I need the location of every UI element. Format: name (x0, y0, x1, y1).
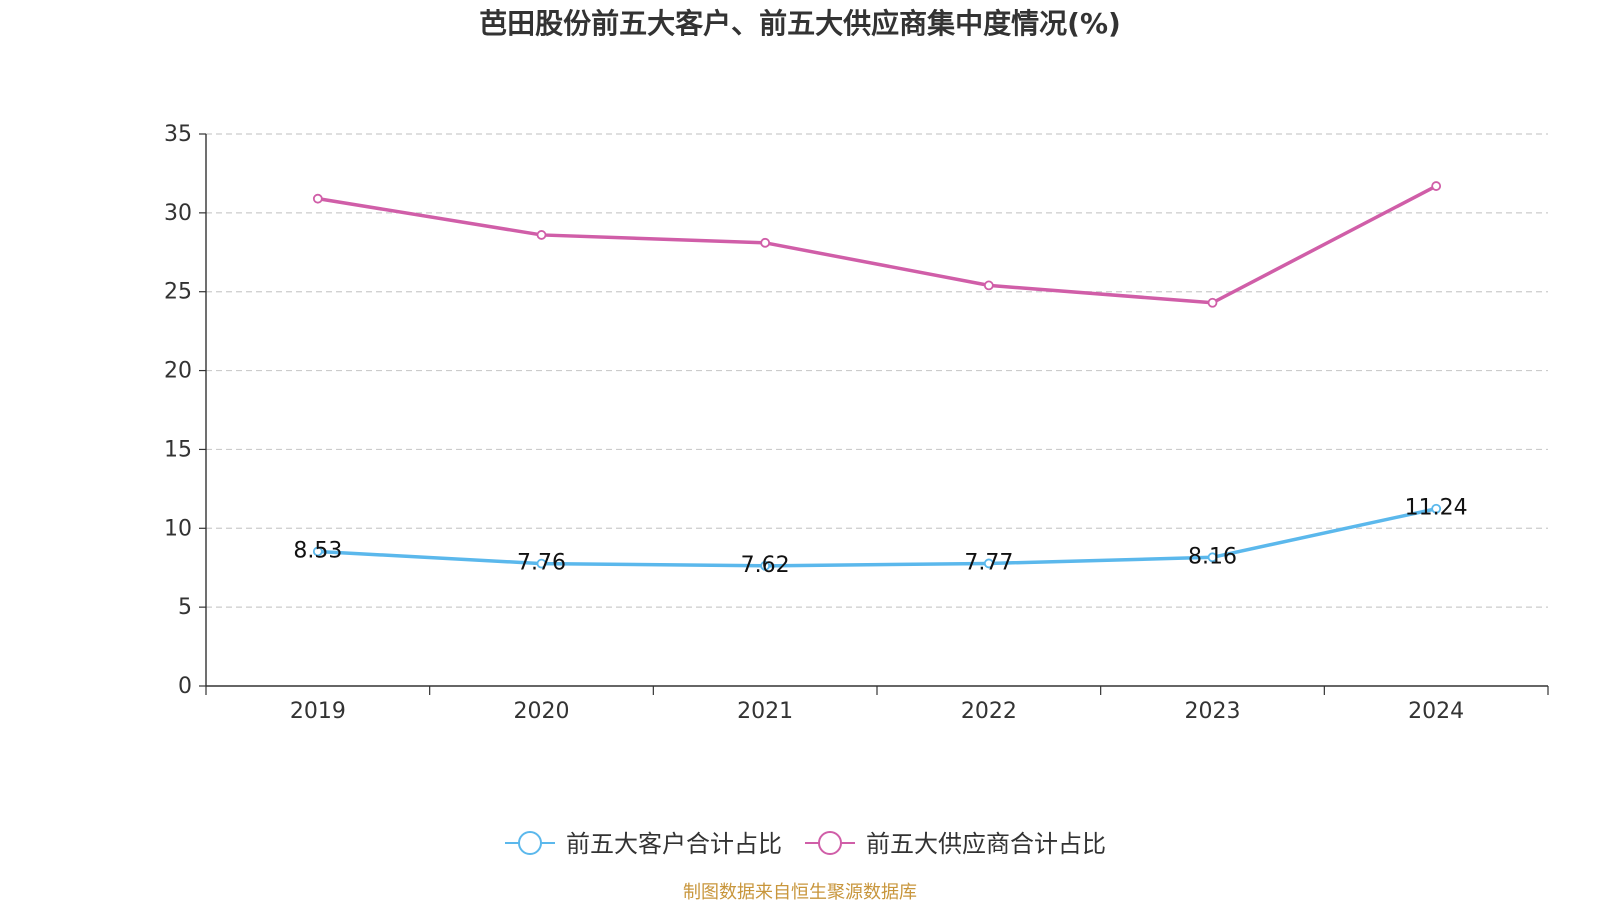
series-line-1 (316, 506, 1438, 568)
x-tick-label: 2023 (1185, 699, 1241, 724)
data-label: 8.53 (293, 538, 342, 563)
data-label: 7.62 (741, 553, 790, 578)
data-point (1431, 503, 1442, 514)
legend-item-1[interactable]: 前五大客户合计占比 (505, 830, 782, 858)
legend-marker-icon (818, 831, 842, 855)
data-label: 7.77 (964, 550, 1013, 575)
data-point (536, 230, 547, 240)
y-tick-label: 20 (164, 359, 192, 384)
x-tick-label: 2021 (737, 699, 793, 724)
data-label: 11.24 (1405, 496, 1468, 521)
grid (206, 133, 1548, 608)
legend-item-2[interactable]: 前五大供应商合计占比 (805, 830, 1106, 858)
y-tick-label: 35 (164, 122, 192, 147)
data-point (1207, 552, 1218, 563)
series (312, 181, 1442, 571)
y-tick-label: 5 (178, 595, 192, 620)
data-labels: 8.53 7.76 7.62 7.77 8.16 11.24 (293, 496, 1467, 578)
data-point (536, 558, 547, 569)
legend[interactable]: 前五大客户合计占比 前五大供应商合计占比 (505, 830, 1106, 858)
y-tick-label: 15 (164, 437, 192, 462)
x-tick-label: 2024 (1408, 699, 1464, 724)
legend-label: 前五大供应商合计占比 (866, 830, 1106, 858)
x-tick-label: 2020 (514, 699, 570, 724)
data-point (760, 560, 771, 571)
data-label: 7.76 (517, 551, 566, 576)
y-tick-label: 10 (164, 516, 192, 541)
data-point (1207, 297, 1218, 308)
chart-title: 芭田股份前五大客户、前五大供应商集中度情况(%) (479, 7, 1121, 40)
y-tick-label: 0 (178, 674, 192, 699)
legend-marker-icon (518, 831, 542, 855)
x-tick-label: 2022 (961, 699, 1017, 724)
data-point (312, 193, 323, 204)
data-point (983, 280, 994, 291)
data-point (983, 558, 994, 569)
series-line-2 (316, 184, 1438, 305)
x-tick-label: 2019 (290, 699, 346, 724)
data-label: 8.16 (1188, 544, 1237, 569)
y-tick-label: 25 (164, 280, 192, 305)
data-point (312, 546, 323, 557)
y-tick-label: 30 (164, 201, 192, 226)
data-point (760, 237, 771, 248)
legend-label: 前五大客户合计占比 (566, 830, 782, 858)
source-note: 制图数据来自恒生聚源数据库 (683, 882, 917, 900)
axes: 0 5 10 15 20 25 30 35 2019 2020 2021 2022 2023 2024 (164, 122, 1549, 724)
data-point (1431, 181, 1442, 191)
